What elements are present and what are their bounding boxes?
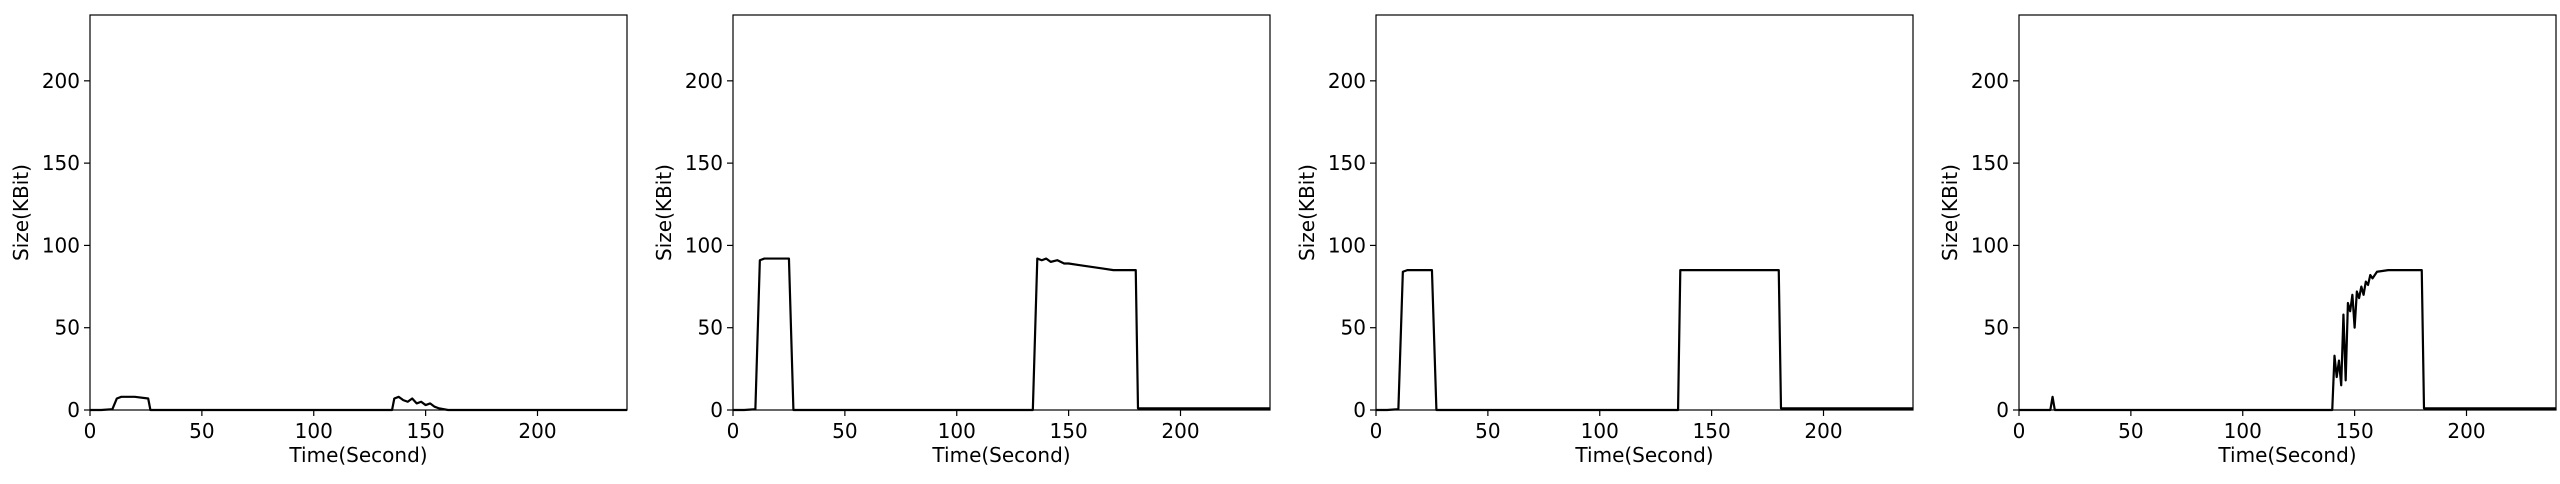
chart-panel-4: 0 50 100 150 200 0 50 100 150 200 Time(Second) Size… [1938, 14, 2557, 467]
x-tick-label: 200 [518, 419, 556, 443]
y-tick-label: 150 [1328, 151, 1366, 175]
x-tick-label: 0 [84, 419, 97, 443]
x-tick-label: 100 [938, 419, 976, 443]
x-axis-label: Time(Second) [288, 443, 427, 467]
y-tick-label: 50 [1984, 316, 2009, 340]
x-tick-label: 0 [1370, 419, 1383, 443]
x-tick-label: 150 [1693, 419, 1731, 443]
chart-panel-2: 0 50 100 150 200 0 50 100 150 200 Time(Second) Size… [652, 14, 1271, 467]
y-tick-label: 200 [42, 69, 80, 93]
x-axis-label: Time(Second) [931, 443, 1070, 467]
x-tick-label: 50 [189, 419, 214, 443]
x-tick-label: 150 [407, 419, 445, 443]
plot-frame [2018, 14, 2557, 411]
chart-panel-1: 0 50 100 150 200 0 50 100 150 200 Time(Second) Size… [9, 14, 628, 467]
x-tick-label: 100 [2224, 419, 2262, 443]
y-tick-label: 0 [710, 398, 723, 422]
y-tick-label: 0 [67, 398, 80, 422]
series-line-1 [1376, 269, 1913, 412]
x-tick-label: 50 [1475, 419, 1500, 443]
y-axis-label: Size(KBit) [9, 164, 33, 261]
x-tick-label: 0 [2013, 419, 2026, 443]
y-tick-label: 150 [685, 151, 723, 175]
plot-frame [732, 14, 1271, 411]
y-tick-label: 150 [1971, 151, 2009, 175]
y-axis-label: Size(KBit) [1295, 164, 1319, 261]
y-tick-label: 50 [1341, 316, 1366, 340]
x-tick-label: 200 [1804, 419, 1842, 443]
x-tick-label: 150 [1050, 419, 1088, 443]
plot-frame [1375, 14, 1914, 411]
y-tick-label: 100 [1328, 233, 1366, 257]
y-tick-label: 150 [42, 151, 80, 175]
x-tick-label: 200 [2447, 419, 2485, 443]
y-tick-label: 0 [1353, 398, 1366, 422]
y-tick-label: 200 [1328, 69, 1366, 93]
plot-frame [89, 14, 628, 411]
x-tick-label: 200 [1161, 419, 1199, 443]
y-tick-label: 100 [685, 233, 723, 257]
series-line-1 [90, 395, 627, 412]
x-tick-label: 100 [1581, 419, 1619, 443]
y-tick-label: 200 [685, 69, 723, 93]
y-tick-label: 50 [55, 316, 80, 340]
x-tick-label: 0 [727, 419, 740, 443]
y-tick-label: 100 [42, 233, 80, 257]
y-tick-label: 200 [1971, 69, 2009, 93]
y-tick-label: 100 [1971, 233, 2009, 257]
x-tick-label: 50 [832, 419, 857, 443]
x-axis-label: Time(Second) [2217, 443, 2356, 467]
y-axis-label: Size(KBit) [652, 164, 676, 261]
x-tick-label: 100 [295, 419, 333, 443]
chart-panel-3: 0 50 100 150 200 0 50 100 150 200 Time(Second) Size… [1295, 14, 1914, 467]
y-tick-label: 50 [698, 316, 723, 340]
y-axis-label: Size(KBit) [1938, 164, 1962, 261]
series-line-1 [2019, 269, 2556, 412]
y-tick-label: 0 [1996, 398, 2009, 422]
x-tick-label: 50 [2118, 419, 2143, 443]
x-tick-label: 150 [2336, 419, 2374, 443]
x-axis-label: Time(Second) [1574, 443, 1713, 467]
series-line-1 [733, 257, 1270, 412]
